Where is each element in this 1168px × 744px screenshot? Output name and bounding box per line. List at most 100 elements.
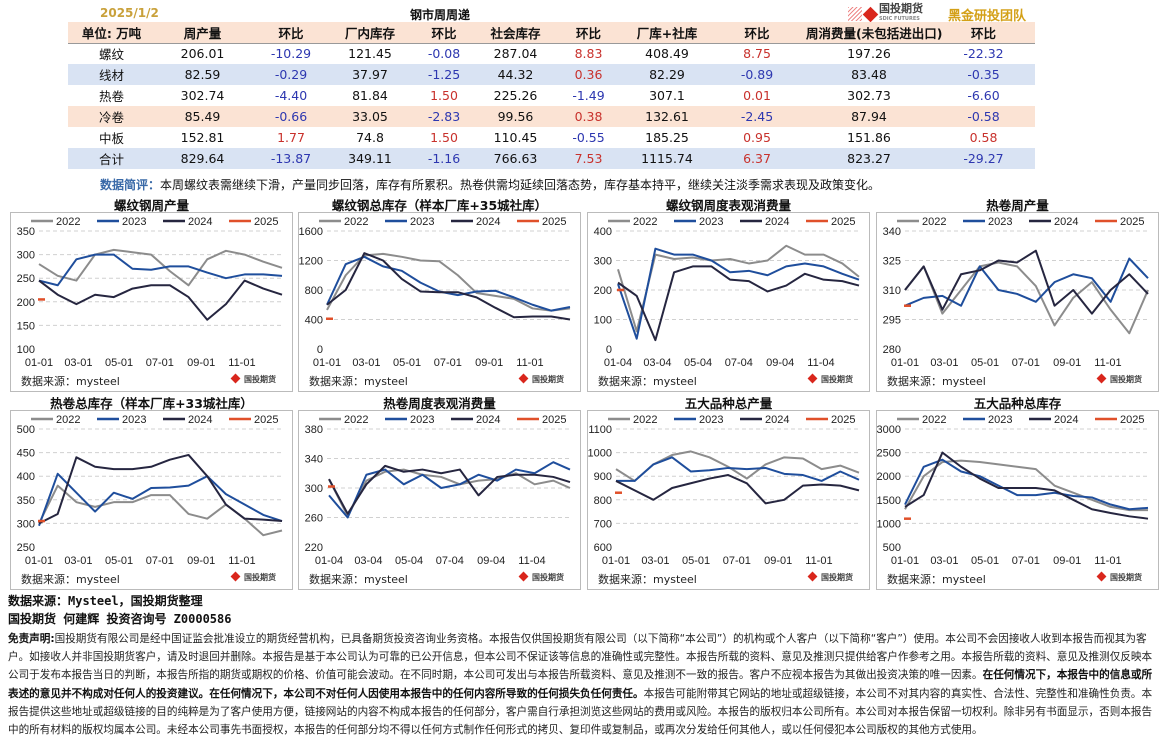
x-tick-label: 09-04: [766, 357, 794, 369]
x-tick-label: 05-01: [971, 555, 999, 567]
legend-label: 2023: [410, 414, 434, 426]
legend-label: 2023: [410, 216, 434, 228]
chart-source: 数据来源：mysteel: [598, 572, 697, 586]
value-cell: 74.8: [356, 130, 384, 145]
legend-label: 2025: [254, 216, 278, 228]
value-cell: 81.84: [352, 88, 388, 103]
series-2024-line: [904, 249, 1149, 315]
legend-label: 2024: [765, 216, 789, 228]
row-label: 热卷: [98, 89, 124, 104]
report-date: 2025/1/2: [100, 6, 159, 20]
x-tick-label: 01-01: [313, 357, 341, 369]
legend-label: 2025: [1120, 216, 1144, 228]
y-tick-label: 350: [17, 226, 35, 238]
series-2023-line: [38, 253, 283, 287]
y-tick-label: 340: [883, 226, 901, 238]
legend-label: 2024: [188, 216, 212, 228]
logo-text: 国投期货 SDIC FUTURES: [879, 2, 923, 22]
series-2023-line: [904, 257, 1149, 307]
value-cell: 110.45: [493, 130, 538, 145]
x-tick-label: 03-01: [930, 555, 958, 567]
x-tick-label: 03-04: [643, 357, 671, 369]
chart-title: 五大品种总产量: [684, 396, 773, 411]
column-header: 周消费量(未包括进出口): [806, 22, 942, 44]
x-tick-label: 03-01: [352, 357, 380, 369]
change-cell: -2.83: [408, 106, 480, 127]
series-2022-line: [904, 459, 1148, 512]
y-tick-label: 600: [594, 542, 612, 554]
row-label: 冷卷: [68, 106, 155, 127]
value-cell: 37.97: [332, 64, 408, 85]
change-cell: 0.36: [551, 64, 626, 85]
x-tick-label: 03-01: [930, 357, 958, 369]
y-tick-label: 350: [17, 495, 35, 507]
x-tick-label: 09-04: [477, 555, 505, 567]
chart-title: 热卷总库存（样本厂库+33城社库）: [50, 396, 253, 411]
x-tick-label: 11-04: [807, 357, 834, 369]
analyst-info: 国投期货 何建辉 投资咨询号 Z0000586: [8, 612, 232, 626]
comment-text: 本周螺纹表需继续下滑，产量同步回落，库存有所累积。热卷供需均延续回落态势，库存基…: [160, 178, 881, 192]
y-tick-label: 700: [594, 518, 612, 530]
logo-diamond-icon: [518, 571, 529, 582]
value-cell: 408.49: [645, 46, 689, 62]
row-label: 线材: [68, 64, 155, 85]
legend-label: 2024: [1054, 414, 1078, 426]
x-tick-label: 07-01: [146, 357, 174, 369]
series-2024-line: [326, 252, 571, 321]
change-cell: 0.58: [969, 130, 998, 145]
x-tick-label: 01-01: [602, 555, 630, 567]
y-tick-label: 400: [17, 471, 35, 483]
change-cell: 1.50: [430, 88, 458, 103]
change-cell: -0.58: [932, 106, 1035, 127]
chart-logo-text: 国投期货: [532, 374, 564, 384]
y-tick-label: 300: [17, 250, 35, 262]
x-tick-label: 05-04: [395, 555, 423, 567]
legend-label: 2023: [122, 216, 146, 228]
table-title: 钢市周周递: [409, 8, 470, 22]
change-cell: 8.75: [743, 46, 771, 62]
x-tick-label: 01-04: [315, 555, 343, 567]
x-tick-label: 01-01: [25, 555, 53, 567]
x-tick-label: 11-01: [1094, 555, 1121, 567]
disclaimer-label: 免责声明:: [8, 633, 55, 645]
chart: 螺纹钢周产量 100 150 200 250 300 350 01-01 03-01 05-01 0…: [10, 195, 293, 392]
chart-logo-text: 国投期货: [532, 572, 564, 582]
x-tick-label: 05-01: [105, 357, 133, 369]
change-cell: -1.25: [408, 64, 480, 85]
legend-label: 2022: [344, 414, 368, 426]
legend-label: 2023: [122, 414, 146, 426]
x-tick-label: 11-01: [228, 357, 255, 369]
legend-label: 2024: [476, 216, 500, 228]
y-tick-label: 100: [594, 315, 612, 327]
change-cell: -0.66: [250, 106, 332, 127]
chart-logo-text: 国投期货: [244, 572, 276, 582]
legend-label: 2023: [699, 216, 723, 228]
value-cell: 33.05: [332, 106, 408, 127]
data-comment: 数据简评：本周螺纹表需继续下滑，产量同步回落，库存有所累积。热卷供需均延续回落态…: [100, 176, 880, 193]
column-header: 环比: [708, 22, 806, 44]
disclaimer: 免责声明:国投期货有限公司是经中国证监会批准设立的期货经营机构，已具备期货投资咨…: [8, 630, 1160, 739]
y-tick-label: 400: [594, 226, 612, 238]
x-tick-label: 09-01: [1053, 357, 1081, 369]
chart: 五大品种总产量 600 700 800 900 1000 1100 01-01 03-01 05-…: [587, 393, 870, 590]
change-cell: 8.83: [574, 46, 603, 62]
x-tick-label: 01-01: [25, 357, 53, 369]
chart-title: 螺纹钢总库存（样本厂库+35城社库）: [331, 198, 548, 213]
series-2023-line: [617, 247, 860, 340]
chart-title: 螺纹钢周度表观消费量: [665, 198, 791, 213]
change-cell: 0.38: [551, 106, 626, 127]
legend-label: 2023: [988, 414, 1012, 426]
x-tick-label: 07-01: [146, 555, 174, 567]
series-2023-line: [904, 458, 1149, 511]
y-tick-label: 300: [17, 518, 35, 530]
column-header: 环比: [250, 22, 332, 44]
x-tick-label: 03-01: [64, 357, 92, 369]
disclaimer-text-1: 国投期货有限公司是经中国证监会批准设立的期货经营机构，已具备期货投资咨询业务资格…: [8, 633, 1153, 682]
legend-label: 2023: [699, 414, 723, 426]
change-cell: -1.49: [572, 88, 605, 103]
x-tick-label: 03-04: [354, 555, 382, 567]
series-2024-line: [617, 265, 860, 342]
change-cell: 1.50: [430, 130, 458, 145]
x-tick-label: 07-01: [434, 357, 462, 369]
value-cell: 121.45: [348, 46, 392, 62]
